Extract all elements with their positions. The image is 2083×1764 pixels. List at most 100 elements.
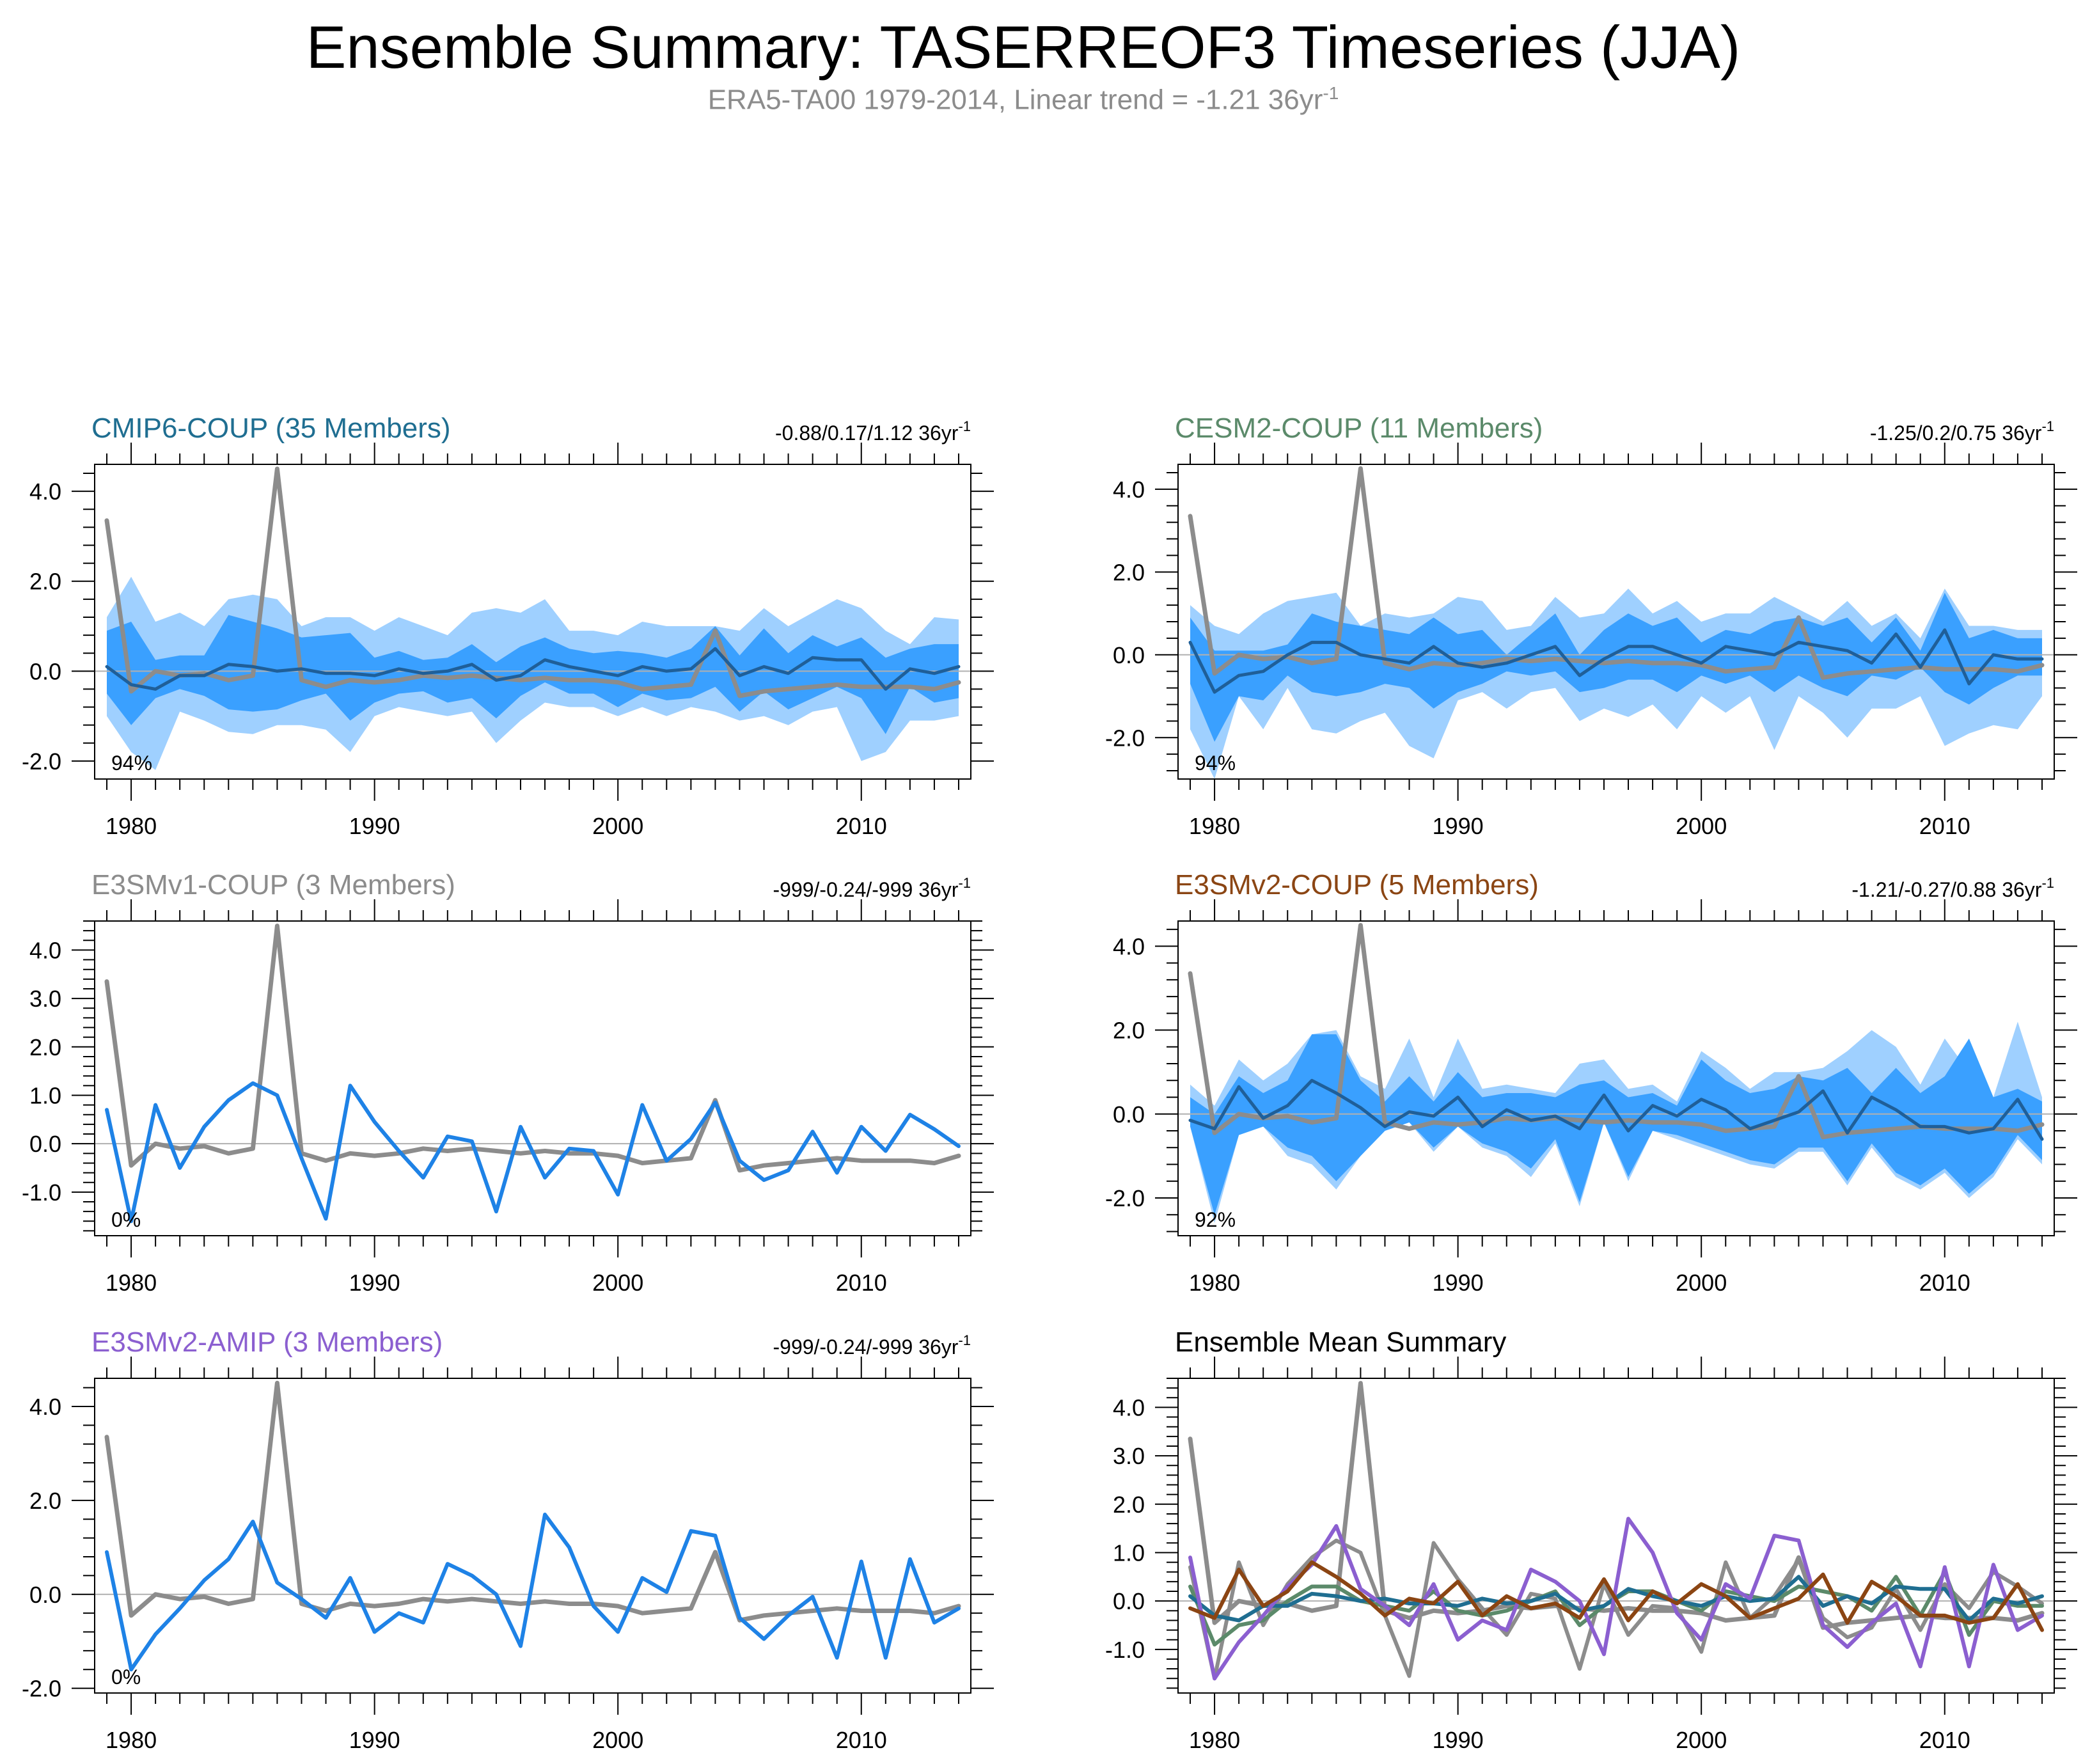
- plot-frame: [1177, 920, 2055, 1236]
- x-tick-label: 2010: [1919, 1270, 1970, 1296]
- panel-title: E3SMv2-AMIP (3 Members): [91, 1327, 443, 1358]
- y-tick-label: 0.0: [1113, 1588, 1145, 1614]
- y-tick-label: 0.0: [1113, 1101, 1145, 1128]
- y-tick-label: 4.0: [29, 478, 61, 505]
- panel-e3smv1: -1.0 0.0 1.0 2.0 3.0 4.0 1980 1990 2000 2010 E3SMv…: [22, 869, 994, 1296]
- x-tick-label: 1990: [349, 1270, 400, 1296]
- spread-band-inner: [1190, 592, 2042, 742]
- x-tick-label: 2010: [836, 1727, 887, 1753]
- y-tick-label: 2.0: [1113, 1018, 1145, 1044]
- y-tick-label: 2.0: [29, 569, 61, 595]
- panel-trend: -999/-0.24/-999 36yr-1: [773, 1332, 971, 1358]
- x-tick-label: 1980: [106, 1270, 157, 1296]
- x-tick-label: 2000: [1676, 1270, 1727, 1296]
- panel-trend: -1.25/0.2/0.75 36yr-1: [1870, 418, 2054, 445]
- y-tick-label: 2.0: [29, 1488, 61, 1514]
- x-tick-label: 2010: [1919, 1727, 1970, 1753]
- model-series-line: [105, 647, 961, 691]
- y-tick-label: 2.0: [1113, 559, 1145, 585]
- plot-area-e3smv2: [1178, 923, 2054, 1224]
- y-tick-label: 4.0: [1113, 476, 1145, 503]
- plot-frame: [1177, 1378, 2055, 1694]
- obs-series-line: [1188, 923, 2045, 1140]
- y-tick-label: 0.0: [29, 1582, 61, 1608]
- figure-title: Ensemble Summary: TASERREOF3 Timeseries …: [306, 13, 1741, 81]
- plot-area-e3smv1: [95, 924, 971, 1224]
- model-series-line: [1188, 628, 2044, 694]
- y-tick-label: 4.0: [1113, 933, 1145, 959]
- panel-summary: -1.0 0.0 1.0 2.0 3.0 4.0 1980 1990 2000 2010 Ensem…: [1105, 1327, 2077, 1753]
- y-tick-label: 1.0: [29, 1082, 61, 1108]
- x-tick-label: 2010: [836, 813, 887, 839]
- trend-exponent: -1: [2041, 418, 2054, 434]
- y-tick-label: -2.0: [1105, 725, 1145, 751]
- panel-cmip6: -2.0 0.0 2.0 4.0 1980 1990 2000 2010 CMIP6-COUP …: [22, 413, 994, 839]
- x-tick-label: 1990: [1433, 1727, 1484, 1753]
- x-tick-label: 1990: [1433, 813, 1484, 839]
- obs-series-line: [1188, 466, 2045, 680]
- y-tick-label: 0.0: [29, 1131, 61, 1157]
- y-tick-label: -1.0: [1105, 1637, 1145, 1663]
- trend-value: -0.88/0.17/1.12 36yr: [775, 421, 959, 445]
- panel-e3smv2: -2.0 0.0 2.0 4.0 1980 1990 2000 2010 E3SMv2-COUP…: [1105, 869, 2077, 1296]
- panel-title: E3SMv1-COUP (3 Members): [91, 869, 455, 901]
- plot-frame: [94, 1378, 971, 1694]
- x-tick-label: 1980: [1189, 1270, 1240, 1296]
- panel-percentage: 92%: [1195, 1208, 1236, 1231]
- plot-area-cesm2: [1178, 466, 2054, 779]
- panel-percentage: 0%: [111, 1666, 141, 1689]
- model-series-line: [105, 1081, 961, 1224]
- y-tick-label: 0.0: [29, 658, 61, 684]
- x-tick-label: 1990: [1433, 1270, 1484, 1296]
- panel-title: CMIP6-COUP (35 Members): [91, 413, 451, 444]
- y-tick-label: 2.0: [1113, 1492, 1145, 1518]
- plot-area-summary: [1178, 1381, 2054, 1681]
- y-tick-label: 4.0: [29, 1394, 61, 1420]
- series-line-e3smv1-coup: [1188, 1538, 2044, 1681]
- figure-subtitle-exponent: -1: [1323, 83, 1339, 103]
- x-tick-label: 1980: [106, 1727, 157, 1753]
- panel-percentage: 94%: [111, 752, 152, 775]
- trend-exponent: -1: [2041, 875, 2054, 891]
- x-tick-label: 2010: [1919, 813, 1970, 839]
- trend-value: -999/-0.24/-999 36yr: [773, 878, 958, 901]
- trend-value: -999/-0.24/-999 36yr: [773, 1335, 958, 1358]
- y-tick-label: -2.0: [1105, 1185, 1145, 1211]
- y-tick-label: 4.0: [29, 937, 61, 963]
- series-line-e3smv2-amip: [1188, 1516, 2044, 1681]
- x-tick-label: 2010: [836, 1270, 887, 1296]
- x-tick-label: 1990: [349, 813, 400, 839]
- x-tick-label: 2000: [592, 1270, 643, 1296]
- trend-value: -1.25/0.2/0.75 36yr: [1870, 421, 2042, 445]
- x-tick-label: 1980: [1189, 813, 1240, 839]
- y-tick-label: -2.0: [22, 1676, 61, 1702]
- panel-trend: -1.21/-0.27/0.88 36yr-1: [1851, 875, 2054, 901]
- spread-band-inner: [1190, 1034, 2042, 1215]
- series-line-e3smv2-coup: [1188, 1560, 2044, 1632]
- panel-trend: -999/-0.24/-999 36yr-1: [773, 875, 971, 901]
- trend-value: -1.21/-0.27/0.88 36yr: [1851, 878, 2041, 901]
- panel-percentage: 94%: [1195, 752, 1236, 775]
- x-tick-label: 2000: [1676, 1727, 1727, 1753]
- panel-percentage: 0%: [111, 1208, 141, 1231]
- panel-title: Ensemble Mean Summary: [1175, 1327, 1506, 1358]
- figure-subtitle-text: ERA5-TA00 1979-2014, Linear trend = -1.2…: [707, 84, 1323, 116]
- x-tick-label: 2000: [1676, 813, 1727, 839]
- y-tick-label: 3.0: [29, 986, 61, 1012]
- plot-area-amip: [95, 1380, 971, 1672]
- obs-series-line: [104, 466, 961, 698]
- plot-frame: [94, 464, 971, 780]
- y-tick-label: -2.0: [22, 748, 61, 775]
- x-tick-label: 2000: [592, 1727, 643, 1753]
- obs-series-line: [104, 924, 961, 1173]
- x-tick-label: 1980: [1189, 1727, 1240, 1753]
- trend-exponent: -1: [958, 418, 971, 434]
- y-tick-label: 3.0: [1113, 1443, 1145, 1469]
- model-series-line: [105, 1513, 961, 1672]
- y-tick-label: 2.0: [29, 1034, 61, 1060]
- trend-exponent: -1: [958, 1332, 971, 1348]
- panel-cesm2: -2.0 0.0 2.0 4.0 1980 1990 2000 2010 CESM2-COUP …: [1105, 413, 2077, 839]
- figure-subtitle: ERA5-TA00 1979-2014, Linear trend = -1.2…: [0, 83, 2047, 116]
- x-tick-label: 2000: [592, 813, 643, 839]
